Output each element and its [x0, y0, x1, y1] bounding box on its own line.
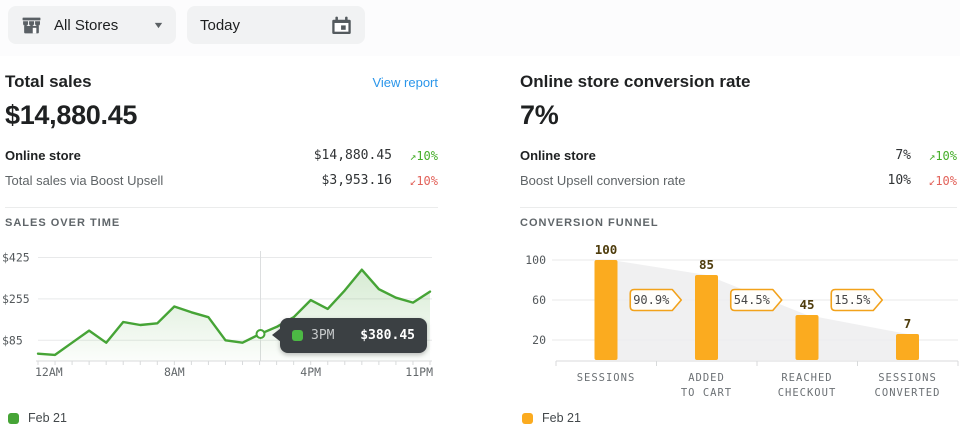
store-selector-button[interactable]: All Stores ▼ [8, 6, 176, 44]
trend-up-icon [929, 150, 936, 163]
metric-delta: 10% [911, 149, 957, 163]
metric-row-online-store-rate: Online store 7% 10% [520, 143, 957, 168]
view-report-link[interactable]: View report [372, 75, 438, 90]
conversion-badge-label: 15.5% [834, 293, 871, 307]
x-axis-label: 11PM [405, 365, 433, 379]
date-selector-label: Today [200, 16, 241, 34]
legend-swatch-green [8, 412, 19, 424]
metric-delta: 10% [911, 174, 957, 188]
category-label: REACHED [781, 372, 832, 384]
metric-label: Online store [520, 148, 596, 163]
sales-line [36, 268, 432, 357]
category-label: CHECKOUT [778, 387, 837, 399]
tooltip-series-swatch [292, 330, 303, 341]
conversion-badge [729, 288, 783, 312]
x-axis-label: 8AM [164, 365, 185, 379]
funnel-bar [896, 334, 919, 360]
trend-down-icon [929, 175, 936, 188]
x-axis-label: 4PM [300, 365, 321, 379]
funnel-bar [594, 260, 618, 360]
conversion-badge-label: 54.5% [734, 293, 771, 307]
metric-row-boost-upsell-sales: Total sales via Boost Upsell $3,953.16 1… [5, 168, 438, 193]
store-selector-label: All Stores [54, 16, 119, 34]
category-label: SESSIONS [878, 372, 937, 384]
section-divider [520, 207, 957, 208]
hover-marker [255, 329, 266, 339]
y-axis-label: 20 [532, 333, 546, 347]
bar-value-label: 100 [595, 242, 618, 257]
legend-label: Feb 21 [28, 411, 67, 425]
conversion-funnel-chart[interactable]: 100 60 20 100 85 45 7 90.9% 54.5% 15.5% SESSIONS AD… [520, 240, 960, 408]
funnel-chart-legend: Feb 21 [522, 411, 581, 425]
category-label: CONVERTED [875, 387, 941, 399]
legend-label: Feb 21 [542, 411, 581, 425]
sales-over-time-chart[interactable]: $425 $255 $85 12AM 8AM 4PM 11PM [0, 240, 450, 380]
total-sales-value: $14,880.45 [5, 100, 138, 130]
bar-value-label: 85 [699, 257, 714, 272]
x-axis-label: 12AM [35, 365, 63, 379]
sales-chart-legend: Feb 21 [8, 411, 67, 425]
tooltip-value: $380.45 [360, 328, 415, 343]
bar-value-label: 7 [904, 316, 912, 331]
conversion-badge [830, 288, 884, 312]
chart-tooltip: 3PM $380.45 [272, 318, 427, 353]
metric-delta: 10% [392, 174, 438, 188]
y-axis-label: $255 [2, 292, 30, 306]
metric-value: $3,953.16 [321, 173, 392, 188]
metric-value: $14,880.45 [313, 148, 392, 163]
conversion-funnel-heading: CONVERSION FUNNEL [520, 217, 659, 229]
trend-down-icon [410, 175, 417, 188]
conversion-rate-title: Online store conversion rate [520, 72, 751, 91]
metric-label: Boost Upsell conversion rate [520, 173, 686, 188]
calendar-icon [331, 15, 352, 36]
metric-label: Online store [5, 148, 81, 163]
y-axis-label: 60 [532, 293, 546, 307]
tooltip-time: 3PM [311, 328, 335, 343]
metric-label: Total sales via Boost Upsell [5, 173, 164, 188]
conversion-rate-panel: Online store conversion rate 7% Online s… [520, 72, 957, 229]
bar-value-label: 45 [799, 297, 814, 312]
legend-swatch-orange [522, 412, 533, 424]
sales-over-time-heading: SALES OVER TIME [5, 217, 121, 229]
metric-delta: 10% [392, 149, 438, 163]
metric-row-boost-upsell-rate: Boost Upsell conversion rate 10% 10% [520, 168, 957, 193]
chevron-down-icon: ▼ [152, 20, 165, 30]
funnel-bar [795, 315, 819, 360]
conversion-badge [629, 288, 683, 312]
y-axis-label: $425 [2, 251, 30, 265]
y-axis-label: 100 [525, 253, 546, 267]
section-divider [5, 207, 438, 208]
metric-value: 7% [895, 148, 911, 163]
funnel-bar [695, 275, 718, 360]
y-axis-label: $85 [2, 333, 23, 347]
category-label: TO CART [681, 387, 732, 399]
conversion-rate-value: 7% [520, 100, 559, 130]
category-label: SESSIONS [577, 372, 636, 384]
date-selector-button[interactable]: Today [187, 6, 365, 44]
storefront-icon [21, 15, 42, 36]
category-label: ADDED [688, 372, 725, 384]
trend-up-icon [410, 150, 417, 163]
total-sales-title: Total sales [5, 72, 92, 91]
total-sales-panel: Total sales View report $14,880.45 Onlin… [5, 72, 438, 229]
metric-value: 10% [887, 173, 911, 188]
top-bar: All Stores ▼ Today [0, 0, 960, 56]
metric-row-online-store-sales: Online store $14,880.45 10% [5, 143, 438, 168]
conversion-badge-label: 90.9% [633, 293, 670, 307]
